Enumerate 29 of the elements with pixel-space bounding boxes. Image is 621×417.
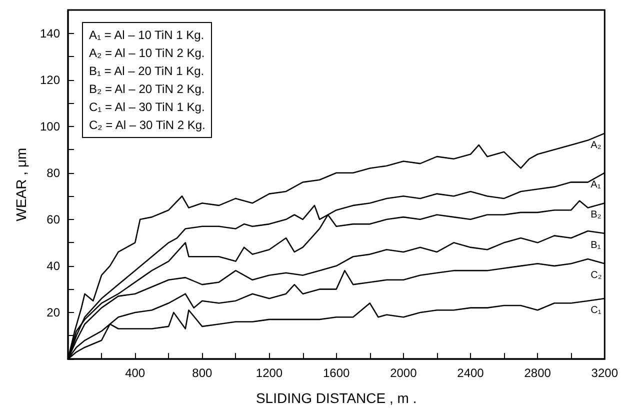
y-tick-label: 80 — [46, 166, 60, 180]
y-tick-label: 100 — [40, 119, 60, 134]
annotation: B₂ = Al – 20 TiN 2 Kg. — [89, 81, 206, 98]
annotation: C₂ = Al – 30 TiN 2 Kg. — [89, 117, 206, 134]
x-tick-label: 2800 — [524, 366, 552, 380]
series-label: A₁ — [590, 179, 602, 190]
x-tick-label: 1200 — [256, 366, 283, 380]
series-label: C₂ — [590, 270, 602, 282]
y-axis-title: WEAR , μm — [13, 148, 29, 222]
y-tick-label: 140 — [40, 26, 60, 40]
x-tick-label: 400 — [125, 366, 146, 380]
annotation: A₂ = Al – 10 TiN 2 Kg. — [89, 45, 206, 62]
x-axis-title: SLIDING DISTANCE , m . — [256, 390, 417, 406]
x-tick-label: 2000 — [390, 366, 418, 380]
y-tick-label: 40 — [46, 258, 60, 273]
x-tick-label: 2400 — [457, 366, 484, 380]
x-tick-label: 3200 — [591, 366, 618, 380]
series-label: C₁ — [590, 305, 602, 316]
series-label: B₁ — [590, 240, 602, 251]
y-tick-label: 60 — [46, 212, 60, 226]
y-tick-label: 20 — [46, 305, 60, 320]
x-tick-label: 1600 — [322, 366, 350, 380]
series-label: B₂ — [590, 210, 602, 221]
annotation: C₁ = Al – 30 TiN 1 Kg. — [89, 99, 206, 116]
x-tick-label: 800 — [192, 366, 212, 380]
annotation: A₁ = Al – 10 TiN 1 Kg. — [89, 27, 206, 44]
annotation: B₁ = Al – 20 TiN 1 Kg. — [89, 63, 206, 80]
series-label: A₂ — [590, 140, 602, 151]
y-tick-label: 120 — [40, 72, 60, 87]
